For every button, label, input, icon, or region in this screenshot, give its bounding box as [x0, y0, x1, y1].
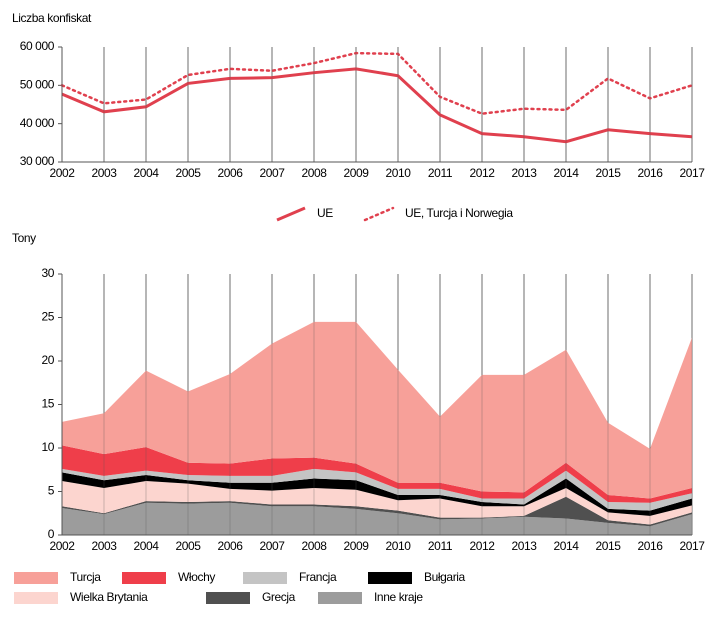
x-tick-label: 2007	[259, 539, 285, 553]
x-tick-label: 2007	[259, 166, 285, 180]
legend-swatch	[122, 572, 166, 584]
legend-label: Wielka Brytania	[70, 590, 148, 604]
legend-label: Inne kraje	[374, 590, 423, 604]
x-tick-label: 2006	[217, 539, 243, 553]
y-tick-label: 60 000	[20, 39, 55, 53]
y-tick-label: 30	[41, 266, 54, 280]
line-series	[61, 67, 693, 144]
x-tick-label: 2008	[301, 166, 327, 180]
legend-label: Turcja	[70, 570, 101, 584]
x-tick-label: 2003	[91, 166, 117, 180]
y-tick-label: 0	[48, 527, 55, 541]
x-tick-label: 2002	[49, 539, 75, 553]
y-tick-label: 40 000	[20, 116, 55, 130]
x-tick-label: 2010	[385, 539, 411, 553]
x-tick-label: 2005	[175, 539, 201, 553]
x-tick-label: 2002	[49, 166, 75, 180]
legend-label: Bułgaria	[424, 570, 466, 584]
x-tick-label: 2005	[175, 166, 201, 180]
legend-swatch	[276, 206, 306, 222]
y-axis-title: Tony	[12, 231, 36, 245]
x-tick-label: 2009	[343, 166, 369, 180]
legend-swatch	[14, 592, 58, 604]
area-series	[62, 481, 692, 525]
x-tick-label: 2003	[91, 539, 117, 553]
legend-swatch	[363, 206, 395, 222]
x-tick-label: 2016	[637, 539, 663, 553]
legend-label: Grecja	[262, 590, 296, 604]
area-series	[62, 445, 692, 503]
x-tick-label: 2017	[679, 166, 705, 180]
x-tick-label: 2013	[511, 539, 537, 553]
x-tick-label: 2008	[301, 539, 327, 553]
legend-label: Francja	[299, 570, 337, 584]
area-series	[62, 472, 692, 516]
y-tick-label: 30 000	[20, 154, 55, 168]
area-series	[62, 502, 692, 535]
x-tick-label: 2015	[595, 539, 621, 553]
x-tick-label: 2012	[469, 166, 495, 180]
y-tick-label: 50 000	[20, 78, 55, 92]
x-tick-label: 2017	[679, 539, 705, 553]
area-series	[62, 468, 692, 511]
line-series	[60, 51, 694, 115]
x-tick-label: 2016	[637, 166, 663, 180]
legend-label: UE, Turcja i Norwegia	[405, 206, 513, 220]
legend-swatch	[368, 572, 412, 584]
y-tick-label: 5	[48, 484, 55, 498]
legend-label: UE	[317, 206, 333, 220]
y-tick-label: 10	[41, 440, 54, 454]
legend-swatch	[243, 572, 287, 584]
x-tick-label: 2006	[217, 166, 243, 180]
x-tick-label: 2011	[428, 539, 453, 553]
legend-swatch	[14, 572, 58, 584]
x-tick-label: 2014	[553, 166, 579, 180]
y-tick-label: 20	[41, 353, 54, 367]
legend-label: Włochy	[178, 570, 215, 584]
area-series	[62, 321, 692, 499]
x-tick-label: 2015	[595, 166, 621, 180]
y-tick-label: 15	[41, 397, 54, 411]
x-tick-label: 2004	[133, 166, 159, 180]
legend-swatch	[318, 592, 362, 604]
x-tick-label: 2014	[553, 539, 579, 553]
x-tick-label: 2004	[133, 539, 159, 553]
x-tick-label: 2009	[343, 539, 369, 553]
y-tick-label: 25	[41, 310, 54, 324]
y-axis-title: Liczba konfiskat	[12, 11, 92, 25]
legend-swatch	[206, 592, 250, 604]
x-tick-label: 2011	[428, 166, 453, 180]
x-tick-label: 2012	[469, 539, 495, 553]
x-tick-label: 2010	[385, 166, 411, 180]
x-tick-label: 2013	[511, 166, 537, 180]
